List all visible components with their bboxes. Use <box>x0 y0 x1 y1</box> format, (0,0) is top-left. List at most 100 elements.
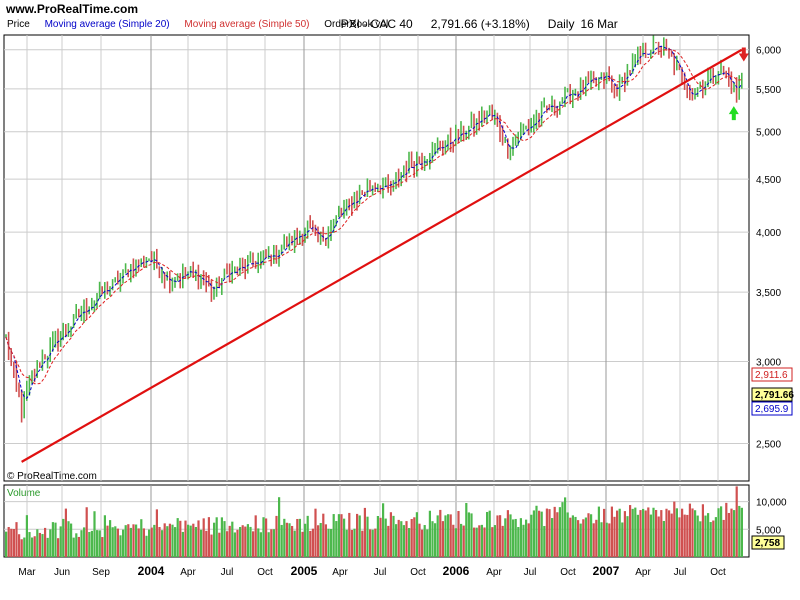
price-panel <box>3 34 750 482</box>
volume-bar <box>46 537 49 557</box>
volume-bar <box>358 515 361 557</box>
volume-bar <box>483 527 486 557</box>
legend-price[interactable]: Price <box>7 19 30 30</box>
volume-bar <box>678 517 681 557</box>
volume-bar <box>337 514 340 557</box>
volume-bar <box>142 528 145 557</box>
volume-bar <box>436 515 439 557</box>
volume-bar <box>460 523 463 557</box>
volume-bar <box>426 529 429 557</box>
volume-bar <box>119 535 122 557</box>
legend-ma20[interactable]: Moving average (Simple 20) <box>44 19 170 30</box>
volume-bar <box>421 529 424 557</box>
volume-bar <box>15 522 18 557</box>
volume-bar <box>478 525 481 557</box>
y-tick-label: 5,500 <box>756 85 781 96</box>
volume-bar <box>23 537 26 557</box>
volume-bar <box>54 522 57 557</box>
x-tick-label: Jun <box>54 567 70 578</box>
volume-bar <box>673 501 676 557</box>
volume-bar <box>106 525 109 557</box>
volume-bar <box>296 518 299 557</box>
volume-bar <box>558 507 561 557</box>
volume-bar <box>145 535 148 557</box>
volume-bar <box>335 521 338 557</box>
volume-bar <box>655 509 658 557</box>
volume-bar <box>249 526 252 557</box>
volume-bar <box>20 539 23 557</box>
volume-bar <box>538 510 541 557</box>
volume-bar <box>291 525 294 557</box>
volume-bar <box>150 527 153 557</box>
y-tick-label: 6,000 <box>756 46 781 57</box>
volume-bar <box>621 522 624 557</box>
volume-bar <box>548 509 551 557</box>
volume-bar <box>38 532 41 557</box>
volume-bar <box>579 523 582 557</box>
arrow-down-icon <box>738 47 749 62</box>
volume-bar <box>649 514 652 557</box>
volume-bar <box>244 526 247 557</box>
volume-bar <box>176 518 179 557</box>
volume-bar <box>686 514 689 557</box>
volume-bar <box>577 520 580 557</box>
volume-bar <box>517 527 520 557</box>
volume-bar <box>740 507 743 557</box>
volume-bar <box>220 517 223 557</box>
volume-bar <box>90 530 93 557</box>
volume-bar <box>272 529 275 557</box>
volume-bar <box>67 521 70 557</box>
last-change: 2,791.66 (+3.18%) <box>430 17 530 31</box>
volume-bar <box>132 524 135 557</box>
legend-ma50[interactable]: Moving average (Simple 50) <box>184 19 310 30</box>
volume-bar <box>168 523 171 557</box>
volume-bar <box>148 529 151 557</box>
volume-bar <box>657 516 660 557</box>
volume-bar <box>506 510 509 557</box>
volume-bar <box>735 486 738 557</box>
x-tick-label: Sep <box>92 567 110 578</box>
volume-bar <box>431 521 434 557</box>
volume-bar <box>202 518 205 557</box>
volume-bar <box>267 532 270 557</box>
volume-bar <box>166 526 169 557</box>
legend-orderbook[interactable]: OrderBook vol <box>324 19 389 30</box>
volume-bar <box>197 520 200 557</box>
volume-bar <box>540 511 543 557</box>
volume-bar <box>330 528 333 557</box>
volume-bar <box>696 515 699 557</box>
volume-bar <box>608 523 611 557</box>
volume-bar <box>322 513 325 557</box>
svg-text:2,911.6: 2,911.6 <box>755 370 788 381</box>
volume-bar <box>36 529 39 557</box>
volume-bar <box>738 505 741 557</box>
volume-bar <box>532 510 535 557</box>
volume-bar <box>504 518 507 557</box>
volume-bar <box>571 515 574 557</box>
volume-bar <box>265 518 268 557</box>
volume-bar <box>64 508 67 557</box>
volume-bar <box>140 519 143 557</box>
volume-bar <box>70 523 73 557</box>
volume-bar <box>616 510 619 557</box>
x-tick-label: 2005 <box>291 564 318 578</box>
volume-bar <box>301 531 304 557</box>
support-trendline[interactable] <box>21 48 743 463</box>
volume-bar <box>629 505 632 557</box>
volume-bar <box>233 532 236 557</box>
x-tick-label: 2004 <box>138 564 165 578</box>
volume-bar <box>543 526 546 557</box>
volume-bar <box>454 528 457 557</box>
volume-bar <box>584 517 587 557</box>
volume-bar <box>171 524 174 557</box>
volume-bar <box>603 508 606 557</box>
volume-bar <box>25 515 28 557</box>
volume-bar <box>660 510 663 557</box>
volume-bar <box>512 519 515 557</box>
volume-bar <box>353 528 356 557</box>
volume-bar <box>709 522 712 557</box>
volume-bar <box>423 525 426 557</box>
volume-bar <box>246 524 249 557</box>
volume-bar <box>561 502 564 557</box>
